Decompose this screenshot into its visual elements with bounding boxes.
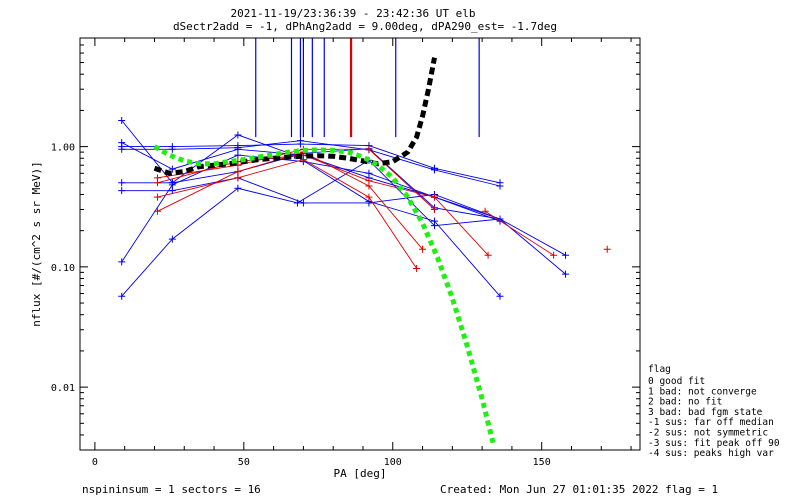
series-line-5: [121, 177, 501, 220]
series-8-point-4: [419, 245, 427, 253]
series-8-point-1: [234, 168, 242, 176]
legend-entry-7: -4 sus: peaks high var: [648, 448, 774, 459]
green-fit-curve: [153, 144, 497, 448]
series-7-point-5: [430, 222, 438, 230]
series-5-point-3: [299, 199, 307, 207]
series-1-point-1: [168, 165, 176, 173]
series-10-point-4: [430, 193, 438, 201]
series-11-point-4: [430, 205, 438, 213]
series-10-point-3: [365, 177, 373, 185]
series-line-7: [121, 159, 566, 297]
series-10-point-5: [484, 251, 492, 259]
series-line-9: [157, 159, 417, 269]
legend-entry-0: 0 good fit: [648, 376, 705, 387]
series-6-point-2: [234, 151, 242, 159]
series-0-point-0: [118, 116, 126, 124]
series-3-point-3: [296, 137, 304, 145]
series-9-point-1: [234, 174, 242, 182]
series-6-point-1: [168, 181, 176, 189]
title-line-1: 2021-11-19/23:36:39 - 23:42:36 UT elb: [230, 7, 475, 20]
series-line-6: [121, 154, 566, 263]
series-7-point-7: [562, 270, 570, 278]
series-12-point-0: [481, 207, 489, 215]
series-3-point-2: [234, 144, 242, 152]
series-6-point-0: [118, 258, 126, 266]
x-tick-label-100: 100: [384, 457, 402, 468]
series-7-point-2: [234, 184, 242, 192]
series-9-point-4: [413, 264, 421, 272]
x-tick-label-0: 0: [92, 457, 98, 468]
series-6-point-4: [365, 169, 373, 177]
title-line-2: dSectr2add = -1, dPhAng2add = 9.00deg, d…: [173, 20, 557, 33]
series-8-point-0: [153, 207, 161, 215]
series-3-point-1: [168, 145, 176, 153]
x-tick-label-150: 150: [533, 457, 551, 468]
series-9-point-3: [365, 193, 373, 201]
series-9-point-0: [153, 193, 161, 201]
series-7-point-3: [293, 199, 301, 207]
legend-entry-4: -1 sus: far off median: [648, 417, 774, 428]
series-5-point-0: [118, 187, 126, 195]
series-0-point-6: [496, 292, 504, 300]
series-7-point-0: [118, 292, 126, 300]
series-7-point-1: [168, 235, 176, 243]
series-line-12: [484, 210, 554, 256]
y-tick-label-0: 0.01: [51, 383, 75, 394]
series-6-point-7: [562, 251, 570, 259]
series-13-point-0: [603, 245, 611, 253]
footer-left: nspininsum = 1 sectors = 16: [82, 483, 261, 496]
series-11-point-0: [153, 174, 161, 182]
y-axis-label: nflux [#/(cm^2 s sr MeV)]: [30, 161, 43, 327]
flag-legend: flag 0 good fit 1 bad: not converge 2 ba…: [648, 364, 780, 459]
y-tick-label-2: 1.00: [51, 143, 75, 154]
series-11-point-3: [365, 145, 373, 153]
legend-entry-6: -3 sus: fit peak off 90: [648, 438, 780, 449]
legend-title: flag: [648, 364, 671, 375]
plot-frame: [79, 37, 641, 451]
x-axis-label: PA [deg]: [334, 467, 387, 480]
legend-entry-3: 3 bad: bad fgm state: [648, 407, 763, 418]
x-tick-label-50: 50: [238, 457, 250, 468]
series-3-point-6: [496, 182, 504, 190]
footer-right: Created: Mon Jun 27 01:01:35 2022 flag =…: [440, 483, 718, 496]
legend-entry-2: 2 bad: no fit: [648, 397, 722, 408]
legend-entry-5: -2 sus: not symmetric: [648, 428, 768, 439]
y-tick-label-1: 0.10: [51, 263, 75, 274]
black-fit-curve: [153, 57, 437, 176]
legend-entry-1: 1 bad: not converge: [648, 386, 757, 397]
series-0-point-2: [234, 131, 242, 139]
series-12-point-1: [550, 251, 558, 259]
series-4-point-0: [118, 179, 126, 187]
series-3-point-0: [118, 145, 126, 153]
series-3-point-5: [430, 166, 438, 174]
